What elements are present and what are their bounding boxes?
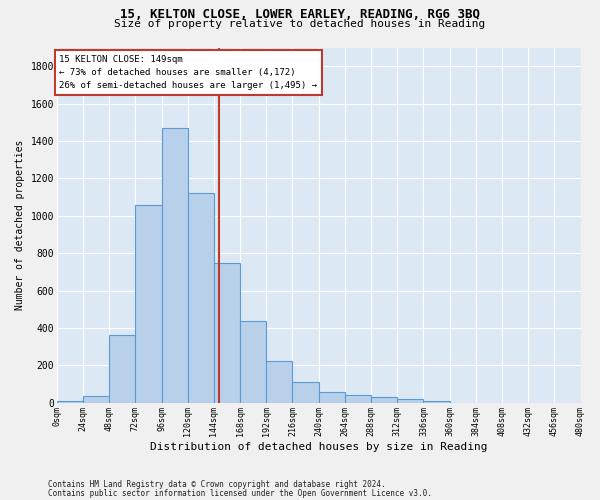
- Bar: [109, 336, 136, 403]
- Bar: [83, 396, 109, 403]
- Text: Contains public sector information licensed under the Open Government Licence v3: Contains public sector information licen…: [48, 489, 432, 498]
- X-axis label: Distribution of detached houses by size in Reading: Distribution of detached houses by size …: [150, 442, 487, 452]
- Y-axis label: Number of detached properties: Number of detached properties: [15, 140, 25, 310]
- Bar: [345, 396, 371, 403]
- Text: Contains HM Land Registry data © Crown copyright and database right 2024.: Contains HM Land Registry data © Crown c…: [48, 480, 386, 489]
- Bar: [371, 397, 397, 403]
- Bar: [136, 204, 161, 403]
- Text: Size of property relative to detached houses in Reading: Size of property relative to detached ho…: [115, 19, 485, 29]
- Text: 15, KELTON CLOSE, LOWER EARLEY, READING, RG6 3BQ: 15, KELTON CLOSE, LOWER EARLEY, READING,…: [120, 8, 480, 20]
- Bar: [266, 360, 292, 403]
- Bar: [57, 401, 83, 403]
- Bar: [319, 392, 345, 403]
- Text: 15 KELTON CLOSE: 149sqm
← 73% of detached houses are smaller (4,172)
26% of semi: 15 KELTON CLOSE: 149sqm ← 73% of detache…: [59, 55, 317, 90]
- Bar: [424, 401, 449, 403]
- Bar: [397, 399, 424, 403]
- Bar: [214, 264, 240, 403]
- Bar: [240, 322, 266, 403]
- Bar: [188, 194, 214, 403]
- Bar: [161, 128, 188, 403]
- Bar: [292, 382, 319, 403]
